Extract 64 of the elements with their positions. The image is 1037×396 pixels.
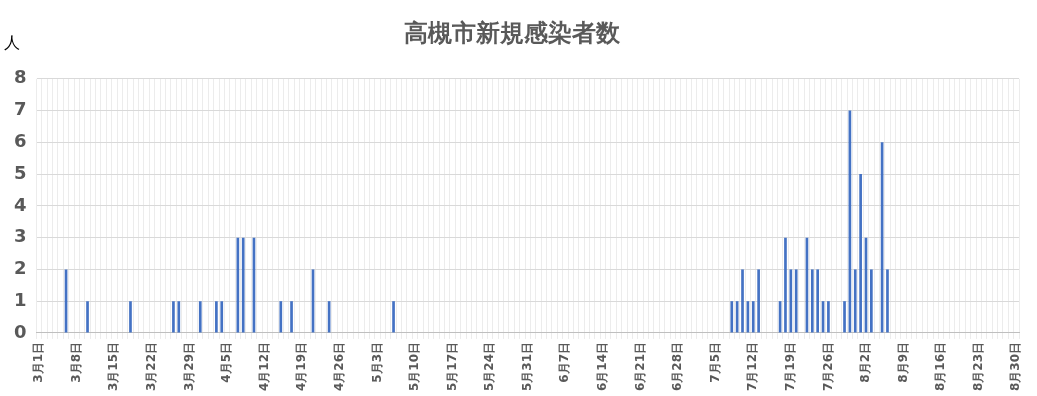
bar	[827, 301, 830, 333]
bar	[279, 301, 283, 333]
y-tick-label: 7	[13, 98, 27, 120]
x-tick-label: 6月21日	[632, 341, 647, 392]
y-tick-label: 1	[13, 288, 27, 310]
y-tick-label: 2	[13, 257, 27, 279]
x-tick-label: 6月14日	[595, 341, 610, 392]
bar	[816, 269, 820, 333]
bar	[172, 301, 175, 333]
y-tick-label: 5	[13, 161, 27, 183]
x-tick-label: 4月12日	[256, 341, 271, 392]
x-tick-label: 8月9日	[895, 341, 910, 383]
x-tick-label: 5月10日	[407, 341, 422, 392]
x-tick-label: 8月2日	[858, 341, 873, 383]
y-axis-title: 人	[4, 33, 20, 53]
bar	[853, 269, 857, 333]
x-tick-label: 8月30日	[1008, 341, 1023, 392]
x-tick-label: 8月23日	[970, 341, 985, 392]
bar	[789, 269, 793, 333]
bar	[757, 269, 760, 333]
bar	[198, 301, 202, 333]
bar	[810, 269, 814, 333]
x-tick-label: 5月17日	[444, 341, 459, 392]
bar	[220, 301, 224, 333]
bar	[129, 301, 132, 333]
x-tick-label: 5月24日	[482, 341, 497, 392]
x-tick-label: 3月1日	[31, 341, 46, 383]
x-tick-label: 3月15日	[106, 341, 121, 392]
bar	[392, 301, 395, 333]
x-tick-label: 7月5日	[707, 341, 722, 383]
bar	[730, 301, 734, 333]
bar	[86, 301, 89, 333]
bar	[886, 269, 889, 333]
x-tick-label: 7月19日	[782, 341, 797, 392]
bar	[784, 237, 787, 333]
y-tick-label: 0	[13, 320, 27, 342]
y-tick-label: 3	[13, 225, 27, 247]
x-tick-label: 3月22日	[144, 341, 159, 392]
x-tick-label: 7月26日	[820, 341, 835, 392]
bar	[215, 301, 218, 333]
x-tick-label: 3月8日	[68, 341, 83, 383]
bar	[751, 301, 755, 333]
x-tick-label: 4月19日	[294, 341, 309, 392]
x-tick-label: 5月31日	[519, 341, 534, 392]
bar	[843, 301, 846, 333]
bar	[794, 269, 798, 333]
x-tick-label: 5月3日	[369, 341, 384, 383]
x-tick-label: 8月16日	[933, 341, 948, 392]
bar	[741, 269, 744, 333]
bar	[859, 174, 862, 333]
bar	[870, 269, 873, 333]
bar	[177, 301, 181, 333]
x-tick-label: 6月7日	[557, 341, 572, 383]
x-tick-label: 3月29日	[181, 341, 196, 392]
bar	[290, 301, 293, 333]
chart-title: 高槻市新規感染者数	[403, 18, 621, 47]
y-tick-label: 8	[13, 66, 27, 88]
bar	[241, 237, 245, 333]
x-tick-label: 4月5日	[219, 341, 234, 383]
x-tick-label: 4月26日	[331, 341, 346, 392]
y-tick-label: 4	[13, 193, 27, 215]
x-tick-label: 7月12日	[745, 341, 760, 392]
y-tick-label: 6	[13, 130, 27, 152]
x-tick-label: 6月28日	[670, 341, 685, 392]
